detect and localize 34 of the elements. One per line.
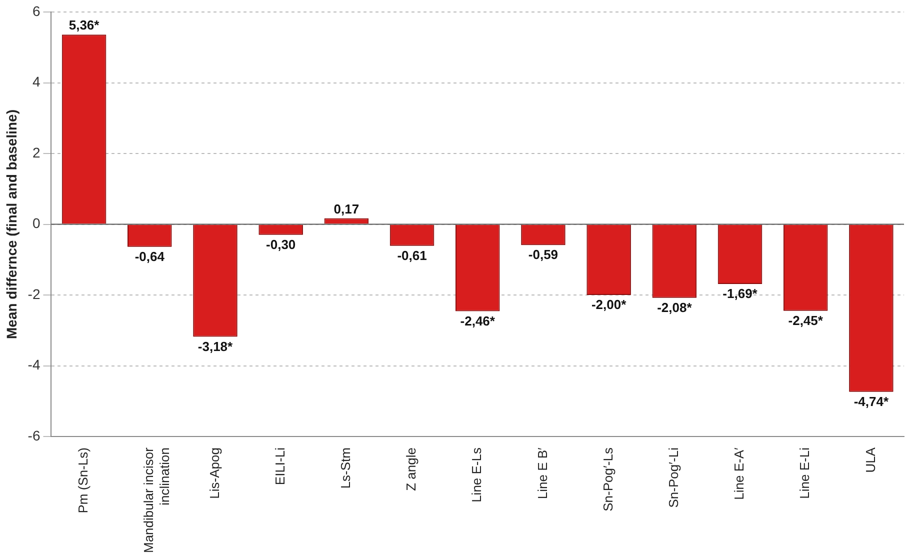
y-axis-title: Mean differnce (final and baseline) bbox=[3, 110, 20, 340]
x-tick-label: Z angle bbox=[404, 448, 419, 491]
y-tick-label: 6 bbox=[32, 2, 40, 19]
data-label: -0,61 bbox=[397, 248, 427, 263]
x-tick-label: Line E-Li bbox=[797, 447, 812, 499]
x-tick-label: Sn-Pog′-Li bbox=[666, 447, 681, 508]
data-label: -1,69* bbox=[722, 286, 758, 302]
x-tick-label: Ls-Stm bbox=[338, 448, 354, 489]
x-tick-label: EILI-Li bbox=[272, 447, 288, 486]
data-label: -4,74* bbox=[854, 394, 890, 410]
y-tick-label: -6 bbox=[28, 427, 40, 444]
data-label: -0,30 bbox=[266, 236, 296, 252]
data-label: 0,17 bbox=[334, 201, 360, 216]
x-tick-label: Line E B′ bbox=[534, 446, 550, 500]
data-label: -3,18* bbox=[198, 338, 234, 354]
x-tick-label: ULA bbox=[862, 447, 878, 473]
data-label: -2,08* bbox=[657, 300, 693, 315]
x-tick-label: Pm (Sn-Ls) bbox=[76, 448, 91, 514]
data-label: -2,45* bbox=[788, 313, 824, 328]
y-tick-label: 0 bbox=[32, 215, 40, 232]
y-tick-label: -4 bbox=[28, 356, 40, 373]
y-tick-label: -2 bbox=[28, 286, 40, 302]
y-tick-label: 4 bbox=[32, 74, 40, 90]
data-label: -2,00* bbox=[591, 297, 628, 312]
data-label: -0,64 bbox=[134, 248, 166, 264]
x-tick-label: Line E-A′ bbox=[732, 446, 747, 500]
x-tick-label: Line E-Ls bbox=[469, 447, 484, 502]
x-tick-label: Sn-Pog′-Ls bbox=[600, 447, 616, 512]
data-label: 5,36* bbox=[68, 18, 100, 33]
y-tick-label: 2 bbox=[32, 144, 40, 160]
x-tick-label: Mandibular incisor inclination bbox=[141, 446, 172, 554]
data-label: -0,59 bbox=[528, 247, 558, 262]
x-tick-label: Lis-Apog bbox=[206, 448, 222, 499]
data-label: -2,46* bbox=[460, 313, 496, 328]
